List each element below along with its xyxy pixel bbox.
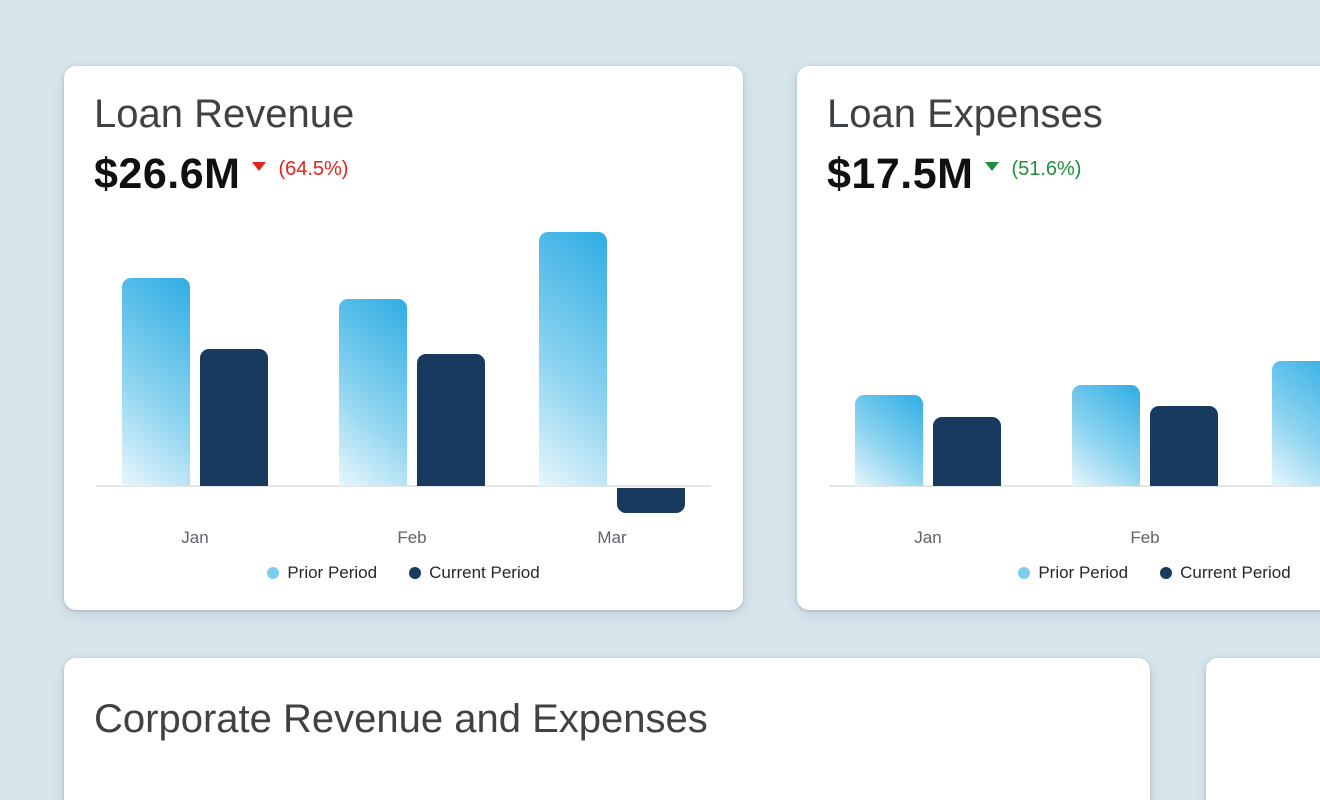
chart-legend: Prior Period Current Period bbox=[64, 563, 743, 583]
legend-item-prior-period[interactable]: Prior Period bbox=[267, 563, 377, 583]
bar-current-period-jan[interactable] bbox=[200, 349, 268, 486]
x-axis-line bbox=[829, 485, 1320, 487]
kpi-delta-percent: (64.5%) bbox=[278, 158, 349, 180]
bar-chart-loan-expenses: Jan Feb Mar bbox=[829, 232, 1320, 547]
bar-prior-period-feb[interactable] bbox=[339, 299, 407, 486]
x-axis-label-jan: Jan bbox=[914, 528, 942, 547]
bar-group-jan: Jan bbox=[122, 232, 268, 547]
legend-label: Current Period bbox=[429, 563, 540, 582]
x-axis-label-mar: Mar bbox=[1272, 528, 1320, 548]
partial-card bbox=[1206, 658, 1320, 800]
bar-group-jan: Jan bbox=[855, 232, 1001, 547]
corporate-revenue-expenses-card: Corporate Revenue and Expenses bbox=[64, 658, 1150, 800]
chart-legend: Prior Period Current Period bbox=[797, 563, 1320, 583]
legend-item-current-period[interactable]: Current Period bbox=[1160, 563, 1291, 583]
bar-group-feb: Feb bbox=[339, 232, 485, 547]
bar-group-feb: Feb bbox=[1072, 232, 1218, 547]
x-axis-label-feb: Feb bbox=[1130, 528, 1160, 547]
card-title: Corporate Revenue and Expenses bbox=[94, 697, 708, 741]
bar-current-period-feb[interactable] bbox=[1150, 406, 1218, 486]
bar-current-period-jan[interactable] bbox=[933, 417, 1001, 486]
bar-prior-period-mar[interactable] bbox=[539, 232, 607, 486]
bar-prior-period-mar[interactable] bbox=[1272, 361, 1320, 486]
legend-dot-icon bbox=[267, 567, 280, 579]
legend-dot-icon bbox=[409, 567, 422, 579]
trend-down-icon bbox=[985, 162, 1000, 171]
legend-dot-icon bbox=[1160, 567, 1173, 579]
kpi-row: $17.5M (51.6%) bbox=[827, 150, 1081, 199]
bar-current-period-mar[interactable] bbox=[617, 488, 685, 513]
bar-prior-period-jan[interactable] bbox=[122, 278, 190, 486]
kpi-row: $26.6M (64.5%) bbox=[94, 150, 348, 199]
loan-expenses-card: Loan Expenses $17.5M (51.6%) Jan Feb Mar P… bbox=[797, 66, 1320, 610]
trend-down-icon bbox=[252, 162, 267, 171]
kpi-value: $26.6M bbox=[94, 150, 241, 198]
legend-dot-icon bbox=[1018, 567, 1031, 579]
legend-item-prior-period[interactable]: Prior Period bbox=[1018, 563, 1128, 583]
card-title: Loan Expenses bbox=[827, 92, 1103, 136]
bar-group-mar: Mar bbox=[539, 232, 685, 547]
kpi-delta-percent: (51.6%) bbox=[1011, 158, 1082, 180]
bar-current-period-feb[interactable] bbox=[417, 354, 485, 486]
loan-revenue-card: Loan Revenue $26.6M (64.5%) Jan Feb Mar Pr… bbox=[64, 66, 743, 610]
x-axis-label-mar: Mar bbox=[597, 528, 627, 547]
x-axis-line bbox=[96, 485, 711, 487]
bar-prior-period-feb[interactable] bbox=[1072, 385, 1140, 486]
legend-item-current-period[interactable]: Current Period bbox=[409, 563, 540, 583]
bar-chart-loan-revenue: Jan Feb Mar bbox=[96, 232, 711, 547]
bar-group-mar: Mar bbox=[1272, 232, 1320, 532]
x-axis-label-feb: Feb bbox=[397, 528, 427, 547]
legend-label: Prior Period bbox=[287, 563, 378, 582]
x-axis-label-jan: Jan bbox=[181, 528, 209, 547]
legend-label: Prior Period bbox=[1038, 563, 1129, 582]
legend-label: Current Period bbox=[1180, 563, 1291, 582]
bar-prior-period-jan[interactable] bbox=[855, 395, 923, 486]
card-title: Loan Revenue bbox=[94, 92, 355, 136]
kpi-value: $17.5M bbox=[827, 150, 974, 198]
